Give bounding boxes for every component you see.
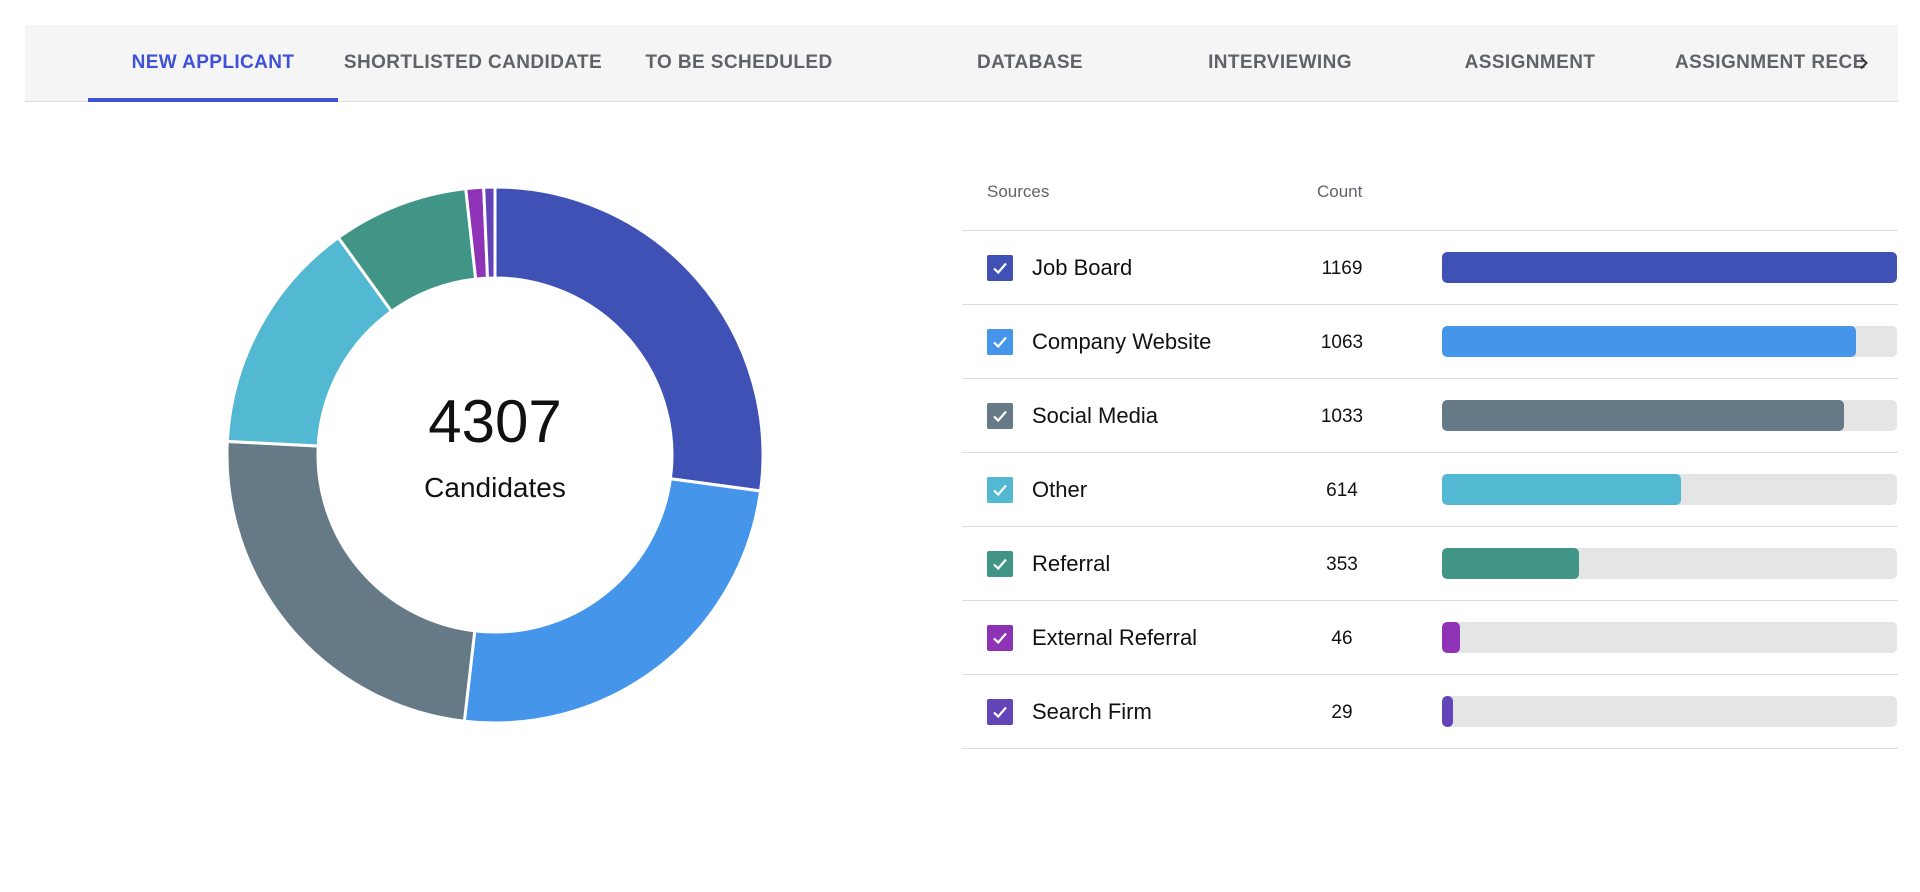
header-count: Count [1317, 182, 1363, 201]
source-count: 614 [1326, 480, 1358, 501]
check-icon [993, 706, 1007, 719]
header-sources: Sources [987, 182, 1050, 201]
table-row: Company Website 1063 [962, 305, 1898, 379]
table-row: Search Firm 29 [962, 675, 1898, 749]
source-checkbox[interactable] [987, 329, 1013, 355]
table-header: Sources Count [962, 165, 1898, 231]
source-bar-track [1442, 326, 1897, 357]
source-bar-track [1442, 474, 1897, 505]
source-bar-fill [1442, 400, 1845, 431]
table-row: Other 614 [962, 453, 1898, 527]
source-bar-fill [1442, 252, 1897, 283]
source-checkbox[interactable] [987, 255, 1013, 281]
tab-new-applicant[interactable]: NEW APPLICANT [131, 52, 295, 73]
check-icon [993, 484, 1007, 497]
donut-slice-company-website[interactable] [462, 477, 763, 725]
source-label: Company Website [1032, 329, 1212, 354]
source-bar-track [1442, 252, 1897, 283]
chevron-right-icon [1860, 56, 1868, 70]
source-label: Job Board [1032, 255, 1133, 280]
source-bar-fill [1442, 548, 1580, 579]
source-checkbox[interactable] [987, 551, 1013, 577]
source-count: 1169 [1321, 258, 1363, 279]
tab-scroll-right-button[interactable] [1848, 47, 1880, 79]
source-bar-track [1442, 622, 1897, 653]
donut-slice-social-media[interactable] [225, 439, 477, 723]
check-icon [993, 558, 1007, 571]
sources-donut-chart: 4307 Candidates [223, 183, 767, 727]
tab-bar: NEW APPLICANT SHORTLISTED CANDIDATE TO B… [25, 25, 1898, 102]
source-bar-track [1442, 400, 1897, 431]
source-count: 29 [1331, 702, 1353, 723]
source-checkbox[interactable] [987, 625, 1013, 651]
tab-interviewing[interactable]: INTERVIEWING [1208, 52, 1352, 73]
source-checkbox[interactable] [987, 477, 1013, 503]
tab-to-be-scheduled[interactable]: TO BE SCHEDULED [645, 52, 833, 73]
tab-shortlisted-candidate[interactable]: SHORTLISTED CANDIDATE [343, 52, 603, 73]
donut-svg [225, 185, 765, 725]
table-row: Social Media 1033 [962, 379, 1898, 453]
check-icon [993, 336, 1007, 349]
active-tab-indicator [88, 98, 338, 102]
source-count: 46 [1331, 628, 1353, 649]
tab-database[interactable]: DATABASE [977, 52, 1083, 73]
source-bar-track [1442, 548, 1897, 579]
donut-slice-job-board[interactable] [493, 185, 765, 493]
check-icon [993, 632, 1007, 645]
check-icon [993, 262, 1007, 275]
source-label: Other [1032, 477, 1088, 502]
source-bar-track [1442, 696, 1897, 727]
source-checkbox[interactable] [987, 699, 1013, 725]
check-icon [993, 410, 1007, 423]
table-row: Job Board 1169 [962, 231, 1898, 305]
source-bar-fill [1442, 474, 1681, 505]
source-bar-fill [1442, 326, 1856, 357]
sources-table: Sources Count Job Board 1169 Company Websi… [962, 165, 1898, 749]
source-label: Search Firm [1032, 699, 1152, 724]
source-bar-fill [1442, 622, 1460, 653]
source-checkbox[interactable] [987, 403, 1013, 429]
source-label: Referral [1032, 551, 1111, 576]
table-row: Referral 353 [962, 527, 1898, 601]
tab-assignment-received[interactable]: ASSIGNMENT RECE [1675, 52, 1866, 73]
donut-slice-search-firm[interactable] [482, 185, 497, 280]
source-count: 353 [1326, 554, 1358, 575]
source-count: 1063 [1320, 332, 1364, 353]
source-bar-fill [1442, 696, 1454, 727]
source-label: External Referral [1032, 625, 1198, 650]
table-body: Job Board 1169 Company Website 1063 Social M… [962, 231, 1898, 749]
source-label: Social Media [1032, 403, 1158, 428]
tab-assignment[interactable]: ASSIGNMENT [1464, 52, 1596, 73]
source-count: 1033 [1320, 406, 1364, 427]
table-row: External Referral 46 [962, 601, 1898, 675]
